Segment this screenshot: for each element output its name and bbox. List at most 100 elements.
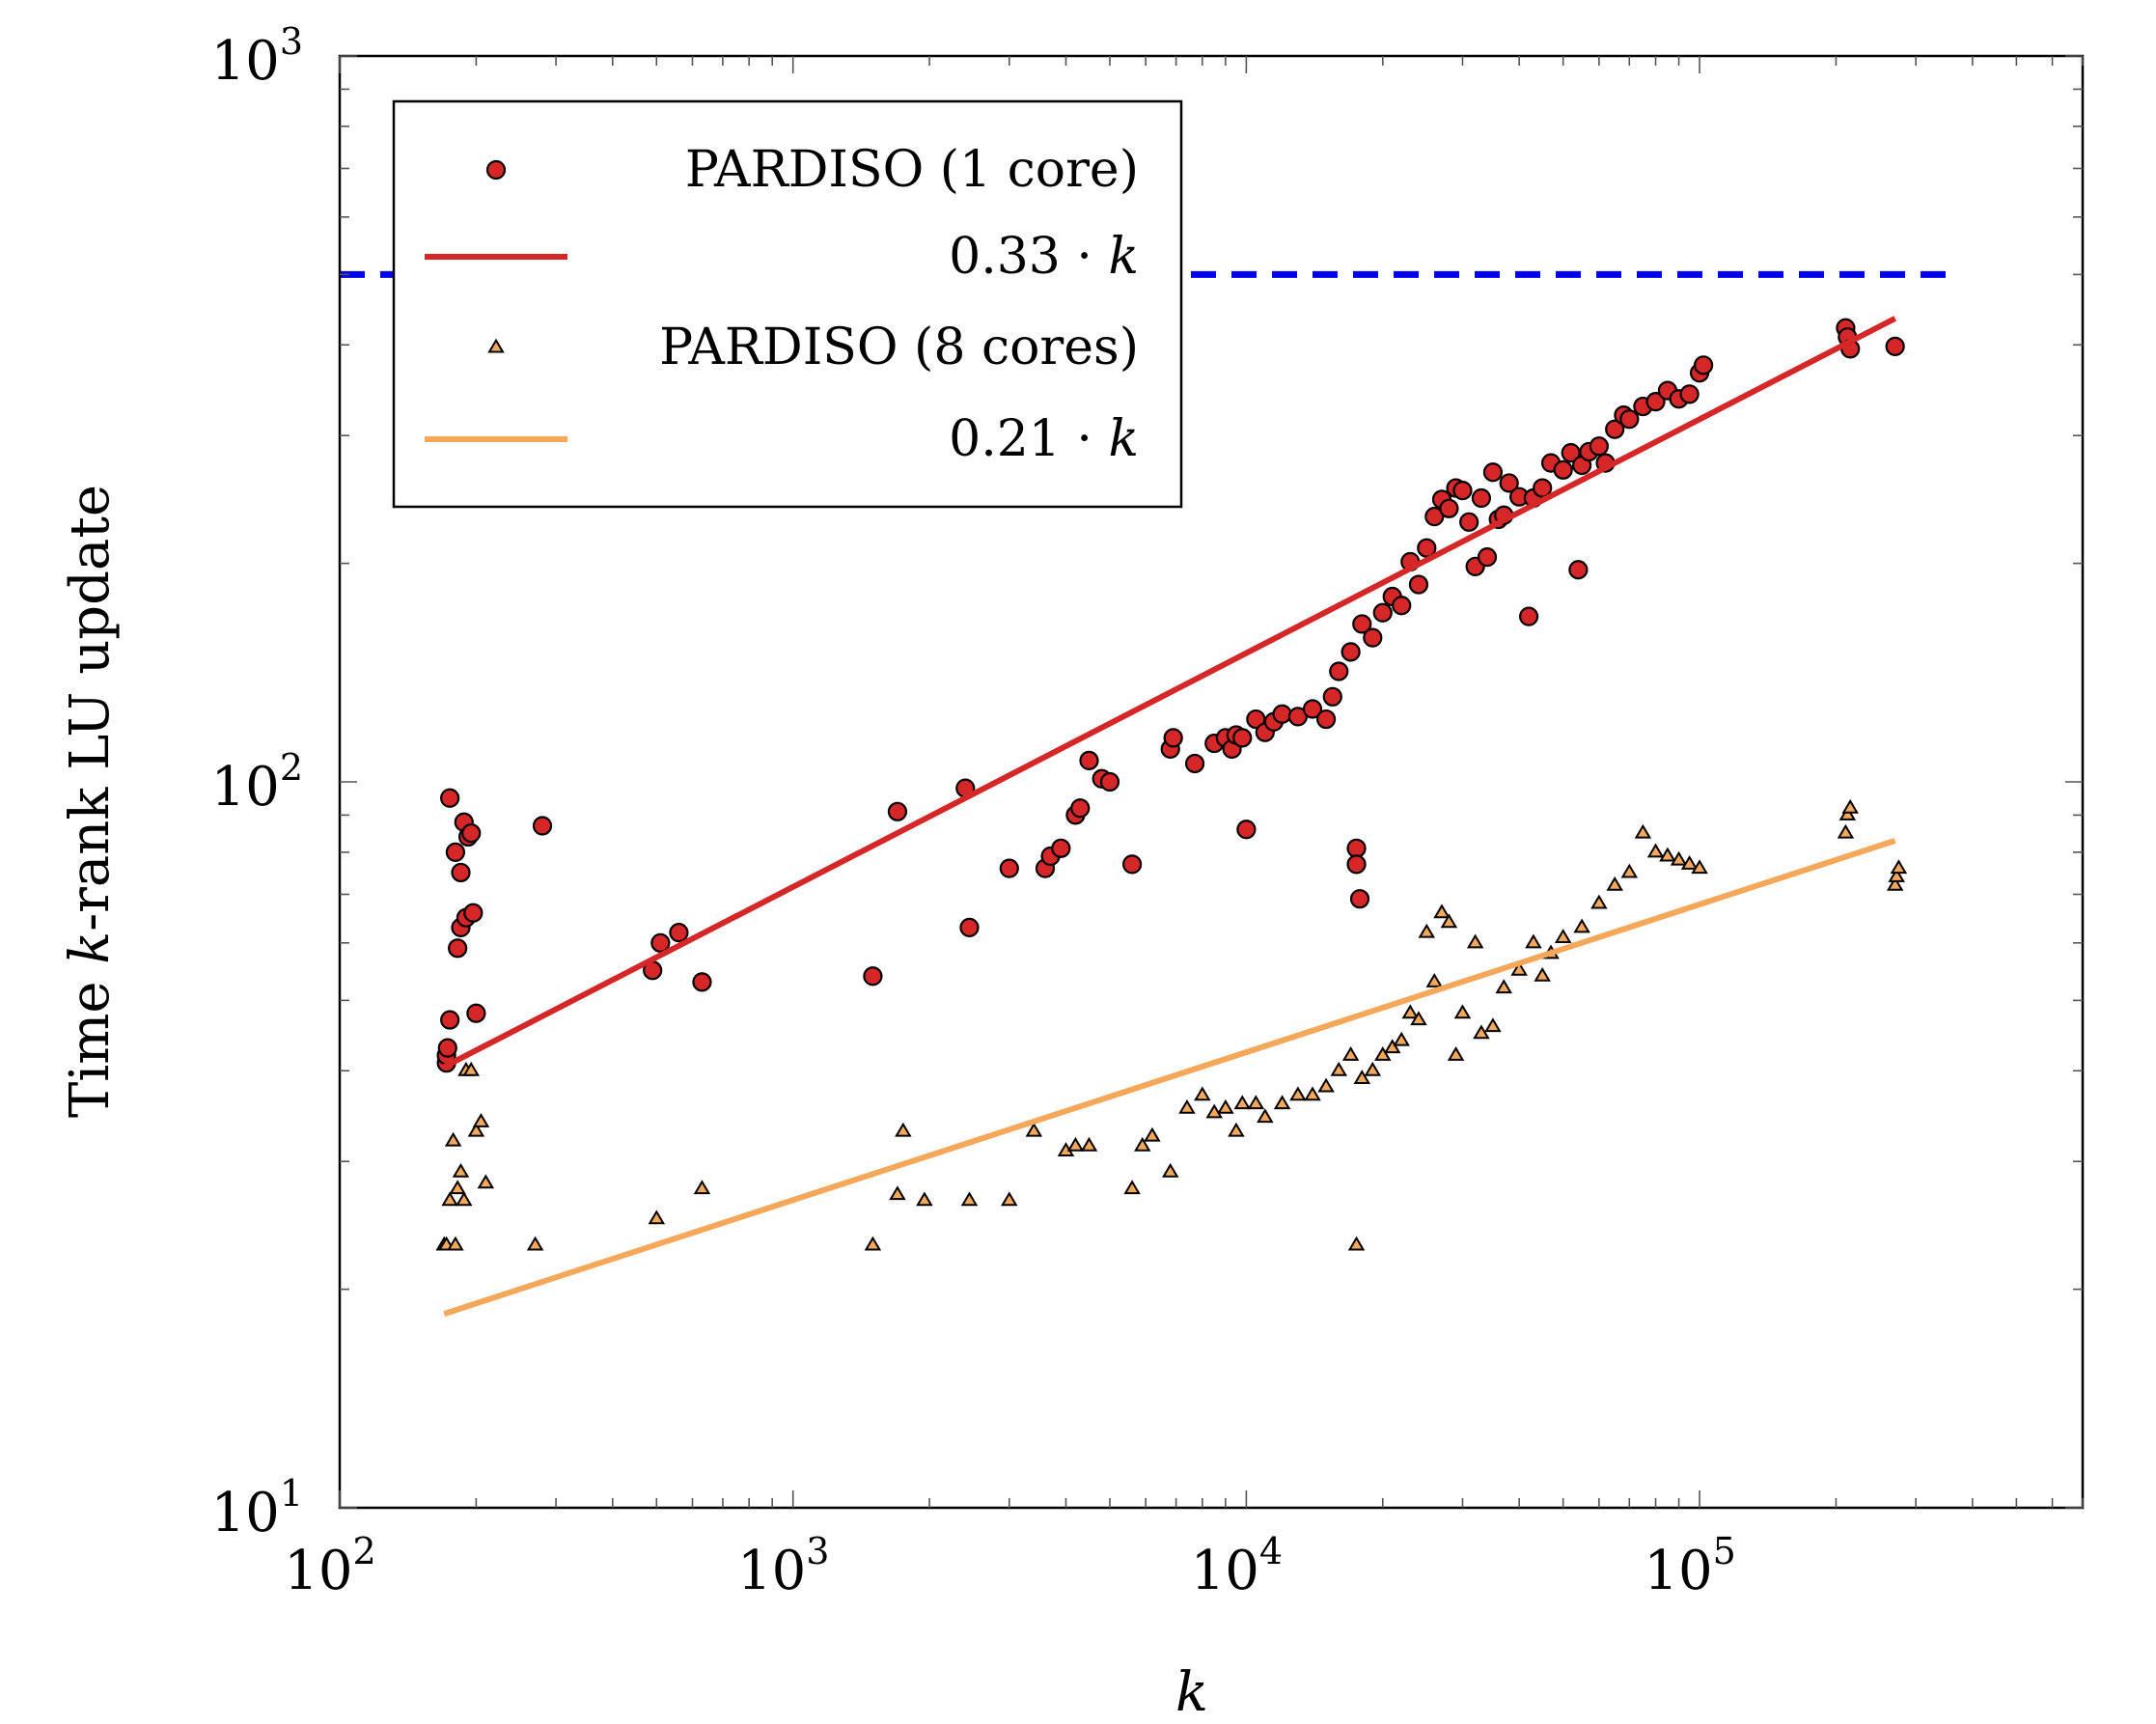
data-point: [451, 862, 471, 883]
legend-label: 0.21 · k: [949, 410, 1139, 468]
y-tick-label: 102: [211, 746, 303, 819]
data-point: [693, 1180, 711, 1195]
data-point: [1534, 966, 1551, 982]
data-point: [1001, 1191, 1018, 1207]
data-point: [1619, 409, 1640, 430]
data-point: [1273, 1095, 1291, 1110]
data-point: [1374, 1045, 1392, 1061]
data-point: [1425, 972, 1444, 987]
data-point: [1025, 1122, 1043, 1137]
data-point: [1838, 806, 1857, 820]
data-point: [456, 1191, 473, 1207]
data-point: [444, 1131, 462, 1147]
y-tick-label: 103: [211, 20, 303, 93]
data-point: [1393, 1031, 1410, 1046]
data-point: [1646, 843, 1665, 858]
data-point: [1691, 859, 1708, 875]
x-tick-label: 105: [1644, 1530, 1735, 1602]
data-point: [1890, 859, 1908, 875]
data-point: [445, 842, 465, 862]
data-point: [1519, 606, 1539, 626]
data-point: [1568, 560, 1589, 580]
data-point: [1257, 1108, 1274, 1124]
plot-area: [340, 270, 1947, 1317]
data-point: [472, 1112, 490, 1127]
data-point: [1364, 1061, 1382, 1076]
data-point: [1272, 704, 1292, 724]
data-point: [1679, 384, 1700, 404]
data-point: [1134, 1136, 1151, 1152]
data-point: [1401, 1004, 1420, 1019]
data-point: [1841, 798, 1859, 814]
data-point: [960, 1191, 979, 1207]
data-point: [1070, 798, 1091, 819]
data-point: [1302, 699, 1323, 719]
data-point: [864, 1236, 882, 1251]
data-point: [532, 816, 553, 836]
data-point: [1322, 686, 1342, 707]
series-1: [442, 316, 1897, 1070]
data-point: [1477, 547, 1498, 568]
data-point: [1589, 436, 1609, 457]
data-point: [1466, 933, 1484, 949]
legend-entry-1: 0.33 · k: [425, 228, 1139, 286]
x-tick-label: 104: [1191, 1530, 1283, 1602]
data-point: [452, 1162, 470, 1178]
data-point: [1499, 473, 1519, 493]
series-line: [443, 838, 1896, 1317]
data-point: [1553, 459, 1573, 480]
data-point: [447, 1236, 464, 1251]
legend: PARDISO (1 core) 0.33 · k PARDISO (8 cores…: [392, 99, 1183, 509]
data-point: [1341, 642, 1361, 662]
data-point: [1408, 574, 1429, 595]
data-point: [1605, 419, 1625, 439]
data-point: [1080, 1136, 1098, 1152]
data-point: [1347, 1236, 1366, 1251]
x-axis-label: k: [1175, 1661, 1208, 1724]
data-point: [1144, 1126, 1161, 1142]
data-point: [895, 1122, 912, 1137]
data-point: [1217, 1098, 1234, 1114]
data-point: [1205, 1103, 1223, 1119]
data-point: [1372, 602, 1393, 623]
data-point: [916, 1191, 933, 1207]
data-point: [1232, 728, 1253, 748]
data-point: [692, 972, 712, 992]
data-point: [1066, 1136, 1085, 1152]
legend-label: PARDISO (8 cores): [659, 319, 1139, 376]
data-point: [1184, 753, 1205, 774]
data-point: [1634, 823, 1652, 839]
data-point: [1645, 392, 1666, 412]
data-point: [1122, 854, 1143, 875]
data-point: [1417, 538, 1437, 558]
data-point: [1161, 1162, 1179, 1178]
data-point: [1341, 1045, 1360, 1061]
data-point: [1440, 913, 1458, 929]
data-point: [1363, 627, 1383, 648]
data-point: [1194, 1086, 1211, 1101]
data-point: [1533, 478, 1553, 498]
data-point: [889, 1185, 906, 1201]
series-3: [443, 838, 1896, 1317]
data-point: [1317, 1077, 1335, 1093]
data-point: [526, 1236, 544, 1251]
data-point: [1573, 918, 1590, 933]
data-point: [1352, 614, 1372, 634]
data-point: [648, 1210, 666, 1225]
data-point: [1886, 876, 1904, 891]
data-point: [1228, 1122, 1245, 1137]
data-point: [437, 1038, 457, 1058]
data-point: [1484, 1017, 1502, 1033]
data-point: [1471, 487, 1492, 509]
data-point: [1525, 933, 1542, 949]
data-point: [1888, 867, 1905, 882]
data-point: [440, 1010, 460, 1030]
data-point: [887, 801, 908, 821]
data-point: [1482, 462, 1504, 483]
data-point: [1620, 863, 1639, 878]
data-point: [1233, 1095, 1252, 1110]
data-point: [1554, 929, 1572, 943]
data-point: [467, 1122, 485, 1137]
data-point: [1346, 838, 1367, 858]
